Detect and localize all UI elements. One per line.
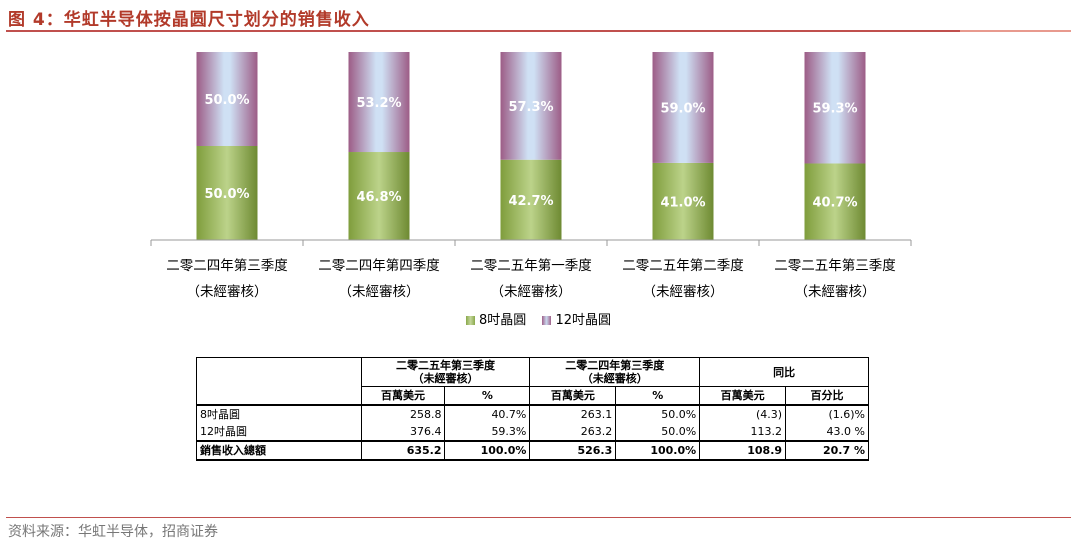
x-tick-label: （未經審核）: [795, 284, 876, 300]
bar-data-label: 50.0%: [204, 93, 249, 108]
table-cell: 50.0%: [615, 404, 701, 423]
table-row: 12吋晶圓 376.4 59.3% 263.2 50.0% 113.2 43.0…: [196, 423, 869, 441]
table-cell: 20.7 %: [785, 440, 869, 461]
x-tick-label: （未經審核）: [187, 284, 268, 300]
table-cell: 50.0%: [615, 423, 701, 441]
header-unit-mn: 百萬美元: [529, 386, 617, 406]
header-yoy: 同比: [699, 357, 869, 387]
table-row: 8吋晶圓 258.8 40.7% 263.1 50.0% (4.3) (1.6)…: [196, 404, 869, 423]
legend-item-8inch: 8吋晶圓: [466, 309, 526, 328]
x-tick-label: 二零二四年第三季度: [166, 257, 288, 274]
header-unit-mn: 百萬美元: [699, 386, 787, 406]
table-cell: 263.2: [529, 423, 617, 441]
x-tick-label: 二零二五年第一季度: [470, 257, 592, 274]
x-tick-label: （未經審核）: [491, 284, 572, 300]
bar-8inch: [196, 146, 258, 240]
bar-data-label: 57.3%: [508, 100, 553, 115]
x-tick-label: 二零二五年第三季度: [774, 257, 896, 274]
header-period-1: 二零二五年第三季度 （未經審核）: [360, 357, 531, 387]
table-cell: 113.2: [699, 423, 787, 441]
source-note: 资料来源：华虹半导体，招商证券: [8, 524, 218, 540]
bar-12inch: [500, 52, 562, 160]
period-1-line-2: （未經審核）: [412, 372, 479, 385]
bar-8inch: [500, 159, 562, 240]
period-2-line-2: （未經審核）: [581, 372, 648, 385]
bar-data-label: 59.0%: [660, 101, 705, 116]
bar-data-label: 53.2%: [356, 96, 401, 111]
bar-8inch: [804, 163, 866, 240]
period-1-line-1: 二零二五年第三季度: [396, 359, 495, 372]
table-cell: (1.6)%: [785, 404, 869, 423]
bar-12inch: [196, 52, 258, 146]
x-tick-label: （未經審核）: [643, 284, 724, 300]
header-unit-pct: %: [444, 386, 531, 406]
revenue-table: 二零二五年第三季度 （未經審核） 二零二四年第三季度 （未經審核） 同比 百萬美元 …: [196, 357, 869, 461]
bar-data-label: 59.3%: [812, 102, 857, 117]
header-unit-mn: 百萬美元: [360, 386, 446, 406]
bar-data-label: 40.7%: [812, 196, 857, 211]
row-label: 銷售收入總額: [196, 440, 362, 461]
bar-data-label: 46.8%: [356, 190, 401, 205]
title-rule-accent: [960, 30, 1071, 32]
legend-swatch-12inch: [542, 316, 552, 325]
table-cell: 100.0%: [615, 440, 701, 461]
x-tick-label: 二零二五年第二季度: [622, 257, 744, 274]
stacked-bar-chart: 50.0% 50.0% 46.8% 53.2% 42.7% 57.3% 41.0% 59.0%…: [150, 52, 912, 300]
bar-8inch: [652, 162, 714, 240]
header-empty-cell: [196, 357, 362, 406]
bar-12inch: [652, 52, 714, 163]
table-cell: 43.0 %: [785, 423, 869, 441]
table-cell: 635.2: [360, 440, 446, 461]
bar-data-label: 42.7%: [508, 194, 553, 209]
legend-item-12inch: 12吋晶圓: [542, 309, 611, 328]
bar-12inch: [804, 52, 866, 164]
bar-data-label: 50.0%: [204, 187, 249, 202]
header-unit-pct-change: 百分比: [785, 386, 869, 406]
legend-swatch-8inch: [466, 316, 476, 325]
table-cell: 263.1: [529, 404, 617, 423]
table-cell: 40.7%: [444, 404, 531, 423]
source-rule: [6, 517, 1071, 518]
table-cell: 376.4: [360, 423, 446, 441]
table-row-total: 銷售收入總額 635.2 100.0% 526.3 100.0% 108.9 2…: [196, 440, 869, 461]
table-cell: 108.9: [699, 440, 787, 461]
chart-legend: 8吋晶圓 12吋晶圓: [0, 309, 1077, 328]
table-cell: 258.8: [360, 404, 446, 423]
header-period-2: 二零二四年第三季度 （未經審核）: [529, 357, 701, 387]
table-cell: (4.3): [699, 404, 787, 423]
table-cell: 526.3: [529, 440, 617, 461]
title-rule: [6, 30, 1071, 32]
period-2-line-1: 二零二四年第三季度: [565, 359, 665, 372]
row-label: 8吋晶圓: [196, 404, 362, 423]
x-tick-label: 二零二四年第四季度: [318, 257, 440, 274]
row-label: 12吋晶圓: [196, 423, 362, 441]
bar-data-label: 41.0%: [660, 195, 705, 210]
x-tick-label: （未經審核）: [339, 284, 420, 300]
table-cell: 59.3%: [444, 423, 531, 441]
legend-label-8inch: 8吋晶圓: [479, 313, 527, 328]
bar-8inch: [348, 152, 410, 240]
bar-12inch: [348, 52, 410, 153]
header-unit-pct: %: [615, 386, 701, 406]
legend-label-12inch: 12吋晶圓: [555, 313, 611, 328]
figure-title: 图 4：华虹半导体按晶圆尺寸划分的销售收入: [8, 10, 370, 30]
table-cell: 100.0%: [444, 440, 531, 461]
